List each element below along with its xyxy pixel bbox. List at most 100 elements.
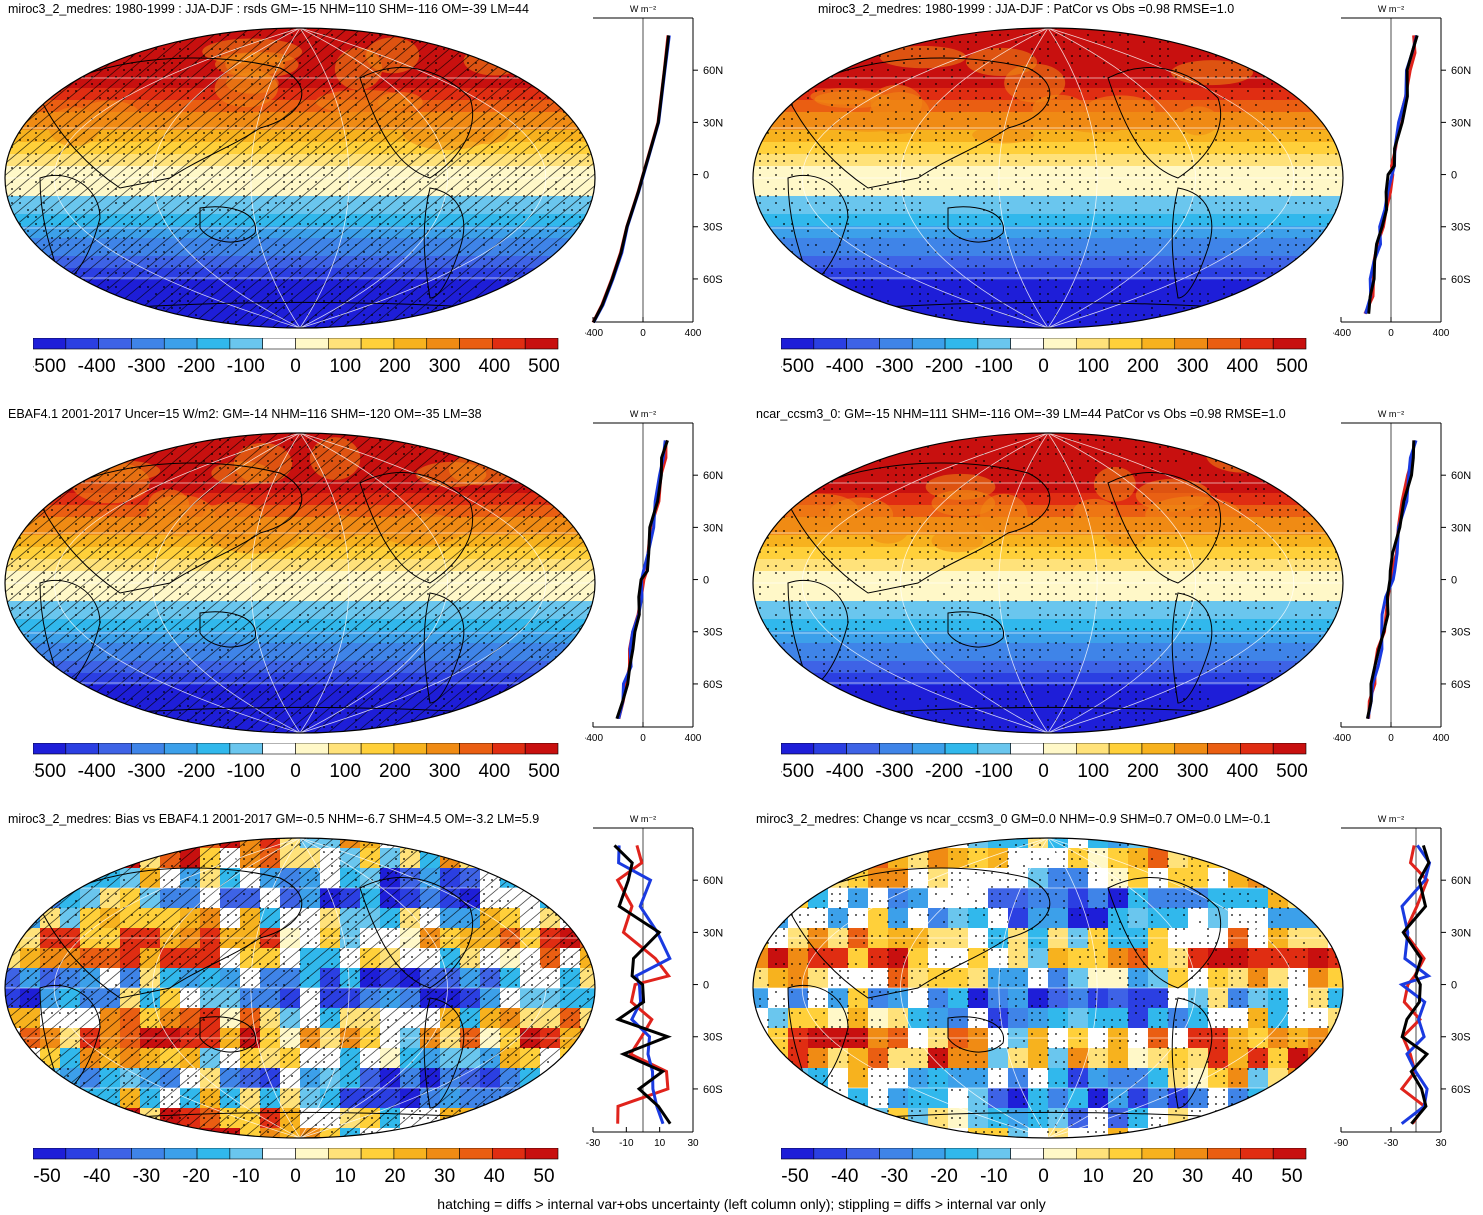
coastline-4 — [423, 592, 465, 704]
zonal-ytick-label: 60N — [703, 875, 723, 887]
zonal-xtick-label: -90 — [1334, 1138, 1349, 1149]
colorbar-tick-label: 0 — [290, 761, 301, 782]
colorbar-tick-label: -20 — [930, 1166, 957, 1187]
colorbar-tick-label: 500 — [1276, 761, 1308, 782]
colorbar-box-9 — [328, 743, 362, 755]
colorbar-tick-label: -100 — [227, 356, 265, 377]
colorbar-tick-label: -500 — [781, 356, 814, 377]
zonal-ytick-label: 60N — [1451, 470, 1471, 482]
colorbar-box-11 — [1141, 338, 1176, 350]
coastline-4 — [1171, 997, 1213, 1109]
zonal-ytick-label: 60N — [703, 65, 723, 77]
coastline-0 — [787, 57, 1051, 189]
zonal-xtick-label: 0 — [640, 328, 646, 339]
panel-title: miroc3_2_medres: Bias vs EBAF4.1 2001-20… — [8, 812, 540, 826]
map-field — [5, 838, 595, 1138]
zonal-ytick-label: 30N — [1451, 927, 1471, 939]
colorbar-box-4 — [163, 1148, 198, 1160]
colorbar-box-13 — [459, 1148, 493, 1160]
colorbar-box-6 — [977, 338, 1011, 350]
zonal-ytick-label: 0 — [1451, 980, 1457, 992]
zonal-unit: W m⁻² — [1378, 814, 1404, 824]
coastline-4 — [1171, 592, 1213, 704]
panel-title: EBAF4.1 2001-2017 Uncer=15 W/m2: GM=-14 … — [8, 407, 482, 421]
coastline-1 — [39, 174, 101, 281]
colorbar-tick-label: 400 — [478, 356, 510, 377]
zonal-mean-change: W m⁻² -90 -30 30 60N 30N 0 30S 60S — [1334, 814, 1471, 1149]
zonal-ytick-label: 30S — [703, 627, 723, 639]
colorbar-tick-label: 100 — [329, 761, 361, 782]
colorbar-box-9 — [1076, 743, 1110, 755]
colorbar-tick-label: -500 — [33, 761, 66, 782]
panel-other-model-clim-1: miroc3_2_medres: 1980-1999 : JJA-DJF : P… — [748, 0, 1483, 405]
colorbar-box-11 — [1141, 743, 1176, 755]
graticule — [5, 838, 595, 1138]
colorbar-model-clim: -500 -400 -300 -200 -100 0 100 200 300 400 500 — [33, 338, 560, 377]
colorbar-tick-label: 20 — [1132, 1166, 1153, 1187]
coastline-4 — [1171, 187, 1213, 299]
coastline-2 — [947, 611, 1004, 648]
colorbar-tick-label: 500 — [528, 356, 560, 377]
map-border — [4, 432, 596, 734]
map-other-model-clim-2 — [752, 432, 1344, 734]
coastline-1 — [787, 984, 849, 1091]
map-obs-clim — [4, 432, 596, 734]
zonal-xtick-label: -400 — [585, 328, 603, 339]
zonal-ytick-label: 30N — [1451, 522, 1471, 534]
colorbar-tick-label: -40 — [83, 1166, 110, 1187]
colorbar-box-15 — [524, 743, 559, 755]
zonal-ytick-label: 0 — [703, 170, 709, 182]
zonal-xtick-label: 400 — [685, 328, 702, 339]
zonal-ytick-label: 60N — [703, 470, 723, 482]
colorbar-box-1 — [813, 743, 847, 755]
colorbar-box-0 — [781, 1148, 815, 1160]
colorbar-box-15 — [524, 338, 559, 350]
zonal-xtick-label: -30 — [586, 1138, 601, 1149]
coastline-2 — [947, 206, 1004, 243]
colorbar-box-5 — [196, 1148, 231, 1160]
colorbar-box-7 — [262, 743, 296, 755]
colorbar-tick-label: 200 — [1127, 356, 1159, 377]
colorbar-box-13 — [459, 743, 493, 755]
zonal-xtick-label: -30 — [1384, 1138, 1399, 1149]
zonal-ytick-label: 60N — [1451, 875, 1471, 887]
zonal-xtick-label: 400 — [1433, 733, 1450, 744]
map-border — [752, 27, 1344, 329]
zonal-xtick-label: -400 — [1333, 328, 1351, 339]
colorbar-tick-label: -10 — [232, 1166, 259, 1187]
zonal-ytick-label: 60S — [1451, 1084, 1471, 1096]
panel-title: miroc3_2_medres: 1980-1999 : JJA-DJF : r… — [8, 2, 529, 16]
colorbar-box-12 — [426, 338, 460, 350]
coastline-1 — [787, 579, 849, 686]
colorbar-tick-label: 400 — [1226, 761, 1258, 782]
colorbar-tick-label: -30 — [133, 1166, 160, 1187]
colorbar-tick-label: 500 — [1276, 356, 1308, 377]
zonal-mean-other-model-clim-1: W m⁻² -400 0 400 60N 30N 0 30S 60S — [1333, 4, 1471, 339]
colorbar-box-13 — [1207, 743, 1241, 755]
colorbar-box-2 — [846, 743, 880, 755]
colorbar-box-12 — [1174, 743, 1208, 755]
colorbar-tick-label: -40 — [831, 1166, 858, 1187]
map-field — [753, 838, 1343, 1138]
zonal-ytick-label: 30S — [703, 1032, 723, 1044]
coastline-3 — [1107, 877, 1222, 989]
colorbar-tick-label: 0 — [290, 356, 301, 377]
colorbar-tick-label: 300 — [429, 761, 461, 782]
graticule — [5, 28, 595, 328]
zonal-ytick-label: 30S — [703, 222, 723, 234]
colorbar-box-14 — [1240, 1148, 1274, 1160]
colorbar-tick-label: 30 — [434, 1166, 455, 1187]
colorbar-box-10 — [1108, 1148, 1143, 1160]
colorbar-box-6 — [229, 743, 263, 755]
panel-title: miroc3_2_medres: 1980-1999 : JJA-DJF : P… — [818, 2, 1235, 16]
map-border — [4, 837, 596, 1139]
colorbar-other-model-clim-1: -500 -400 -300 -200 -100 0 100 200 300 400 500 — [781, 338, 1308, 377]
coastline-2 — [199, 206, 256, 243]
zonal-series-line-1 — [592, 35, 671, 324]
colorbar-box-1 — [813, 338, 847, 350]
colorbar-box-11 — [393, 1148, 428, 1160]
colorbar-change: -50 -40 -30 -20 -10 0 10 20 30 40 50 — [781, 1148, 1307, 1187]
zonal-xtick-label: 0 — [1388, 733, 1394, 744]
map-border — [4, 27, 596, 329]
colorbar-tick-label: -50 — [781, 1166, 808, 1187]
